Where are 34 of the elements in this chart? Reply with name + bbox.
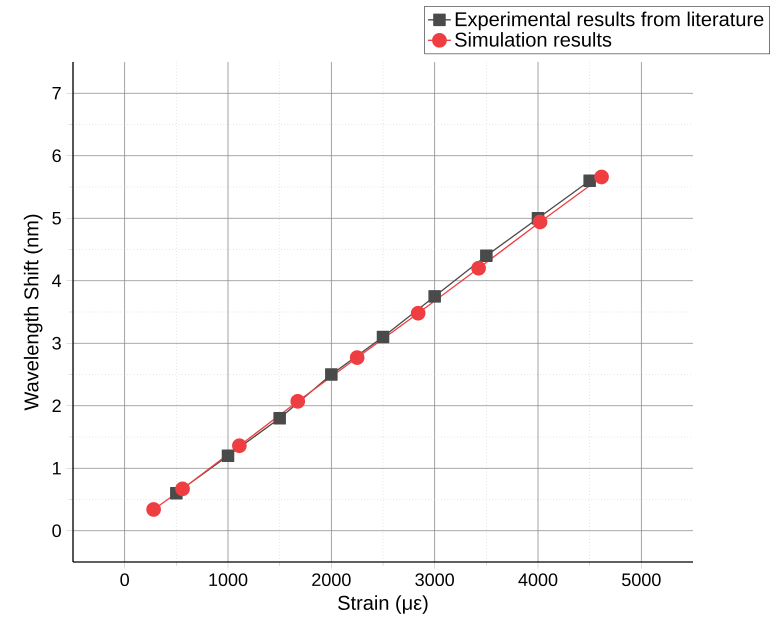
y-tick-label: 6 [52,149,61,162]
x-tick-label: 2000 [312,573,351,586]
point [273,412,286,425]
point [471,260,486,276]
x-axis-title: Strain (με) [338,595,428,614]
point [222,449,234,462]
point [480,249,493,262]
x-tick-label: 0 [120,573,129,586]
point [376,330,390,344]
y-tick-label: 3 [52,336,61,350]
x-tick-label: 5000 [622,573,661,586]
point [532,214,548,230]
y-tick-label: 4 [52,274,62,287]
point [290,394,306,409]
legend-label: Simulation results [455,32,612,47]
y-axis-title: Wavelength Shift (nm) [24,214,42,410]
point [410,306,426,321]
y-tick-label: 7 [52,87,61,100]
point [175,482,190,496]
legend-label: Experimental results from literature [456,12,764,30]
y-tick-label: 2 [52,399,61,412]
y-tick-label: 5 [52,212,61,225]
point [146,502,161,517]
point [428,290,441,303]
x-tick-label: 3000 [415,573,454,586]
y-tick-label: 1 [53,462,61,474]
x-tick-label: 1000 [209,573,248,586]
point [350,350,365,365]
point [325,368,338,381]
point [583,174,596,188]
point [594,170,609,184]
x-tick-label: 4000 [518,573,558,586]
y-tick-label: 0 [52,524,61,538]
point [232,438,247,454]
